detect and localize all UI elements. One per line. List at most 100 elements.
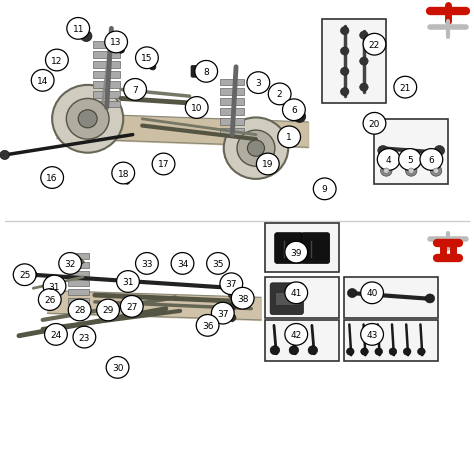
Circle shape [360, 84, 368, 92]
Circle shape [433, 169, 439, 174]
Circle shape [46, 298, 56, 307]
Circle shape [220, 273, 243, 295]
Text: 19: 19 [262, 160, 273, 169]
Circle shape [383, 169, 389, 174]
Text: 37: 37 [226, 280, 237, 289]
FancyBboxPatch shape [220, 109, 244, 115]
Text: 15: 15 [141, 54, 153, 63]
Circle shape [283, 100, 305, 121]
Circle shape [81, 32, 92, 42]
Circle shape [313, 179, 336, 200]
Text: 40: 40 [366, 289, 378, 298]
Circle shape [67, 18, 90, 40]
FancyBboxPatch shape [68, 290, 89, 295]
FancyBboxPatch shape [220, 129, 244, 135]
Circle shape [285, 324, 308, 345]
Circle shape [224, 118, 288, 179]
Circle shape [228, 283, 236, 290]
FancyBboxPatch shape [220, 99, 244, 106]
Circle shape [97, 299, 119, 321]
Circle shape [38, 289, 61, 311]
Circle shape [363, 113, 386, 135]
Circle shape [381, 166, 392, 177]
Circle shape [340, 28, 349, 36]
Circle shape [124, 179, 130, 185]
Text: 12: 12 [51, 56, 63, 65]
Circle shape [340, 88, 349, 97]
Text: 10: 10 [191, 104, 202, 113]
FancyBboxPatch shape [374, 120, 448, 185]
Circle shape [340, 68, 349, 76]
FancyBboxPatch shape [68, 281, 89, 286]
FancyBboxPatch shape [68, 299, 89, 304]
Circle shape [52, 86, 123, 153]
FancyBboxPatch shape [220, 89, 244, 96]
Text: 1: 1 [286, 133, 292, 142]
Circle shape [268, 84, 291, 106]
Circle shape [293, 111, 306, 123]
Circle shape [361, 348, 368, 355]
Circle shape [430, 166, 442, 177]
FancyBboxPatch shape [265, 223, 339, 273]
Circle shape [0, 151, 9, 160]
Circle shape [171, 253, 194, 275]
Text: 14: 14 [37, 77, 48, 86]
Circle shape [136, 48, 158, 69]
Circle shape [196, 315, 219, 336]
FancyBboxPatch shape [220, 119, 244, 125]
Circle shape [228, 314, 236, 322]
FancyBboxPatch shape [93, 102, 120, 108]
Circle shape [247, 73, 270, 94]
Text: 27: 27 [126, 302, 137, 311]
Circle shape [434, 146, 445, 156]
Text: 4: 4 [386, 156, 392, 165]
FancyBboxPatch shape [93, 72, 120, 78]
Circle shape [389, 348, 397, 355]
FancyBboxPatch shape [93, 82, 120, 88]
Text: 36: 36 [202, 321, 213, 330]
Circle shape [420, 149, 443, 171]
FancyBboxPatch shape [68, 272, 89, 277]
Text: 31: 31 [49, 282, 60, 291]
Text: 5: 5 [407, 156, 413, 165]
Circle shape [361, 324, 383, 345]
Circle shape [13, 264, 36, 286]
Circle shape [228, 303, 236, 310]
FancyBboxPatch shape [68, 253, 89, 259]
Circle shape [270, 346, 280, 355]
Circle shape [78, 110, 97, 129]
Circle shape [106, 357, 129, 378]
Circle shape [24, 272, 33, 281]
Text: 21: 21 [400, 83, 411, 92]
Circle shape [207, 253, 229, 275]
Text: 32: 32 [64, 259, 76, 268]
Text: 38: 38 [237, 294, 248, 303]
Circle shape [394, 77, 417, 99]
Text: 18: 18 [118, 169, 129, 178]
Text: 20: 20 [369, 120, 380, 129]
FancyBboxPatch shape [93, 52, 120, 59]
Circle shape [360, 32, 368, 40]
Circle shape [117, 47, 125, 54]
Circle shape [149, 64, 156, 71]
FancyBboxPatch shape [68, 308, 89, 313]
Circle shape [152, 154, 175, 175]
Circle shape [185, 97, 208, 119]
FancyBboxPatch shape [68, 262, 89, 268]
Text: 37: 37 [217, 309, 228, 318]
Text: 33: 33 [141, 259, 153, 268]
Circle shape [66, 99, 109, 140]
Circle shape [112, 163, 135, 184]
Circle shape [278, 127, 301, 148]
Circle shape [377, 149, 400, 171]
Text: 35: 35 [212, 259, 224, 268]
Circle shape [256, 154, 279, 175]
Circle shape [237, 131, 275, 167]
Circle shape [346, 348, 354, 355]
Circle shape [124, 169, 130, 174]
Circle shape [361, 282, 383, 304]
Text: 8: 8 [203, 68, 209, 77]
Text: 42: 42 [291, 330, 302, 339]
FancyBboxPatch shape [93, 62, 120, 69]
Text: 43: 43 [366, 330, 378, 339]
